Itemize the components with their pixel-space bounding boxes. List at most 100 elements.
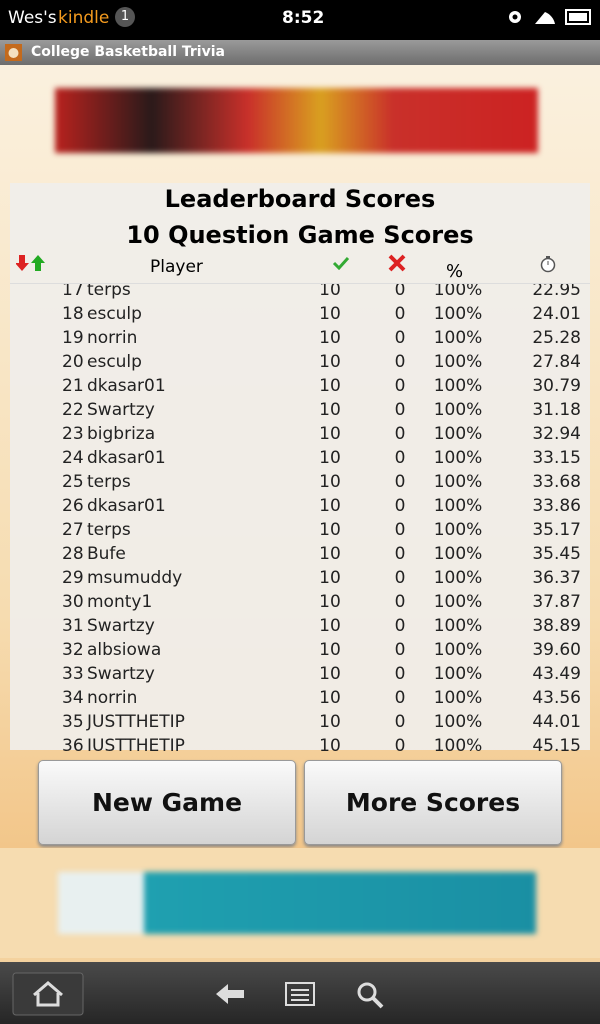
device: kindle xyxy=(58,8,110,28)
correct-count: 10 xyxy=(319,592,341,612)
menu-button[interactable] xyxy=(284,980,316,1008)
wrong-count: 0 xyxy=(394,664,406,684)
leaderboard-subtitle: 10 Question Game Scores xyxy=(126,221,474,249)
wrong-count: 0 xyxy=(394,472,406,492)
percent: 100% xyxy=(433,736,483,751)
ad-banner-bottom[interactable] xyxy=(58,872,536,934)
rank: 25 xyxy=(62,472,84,492)
time: 43.49 xyxy=(532,664,581,684)
score-row: 22 Swartzy 10 0 100% 31.18 xyxy=(10,398,590,422)
player-name: JUSTTHETIP xyxy=(87,736,185,751)
percent: 100% xyxy=(433,616,483,636)
score-list[interactable]: 17 terps 10 0 100% 22.95 18 esculp 10 0 100% 24.01 1… xyxy=(10,283,590,751)
percent: 100% xyxy=(433,568,483,588)
percent: 100% xyxy=(433,520,483,540)
wrong-count: 0 xyxy=(394,688,406,708)
score-row: 19 norrin 10 0 100% 25.28 xyxy=(10,326,590,350)
time: 24.01 xyxy=(532,304,581,324)
sort-icon[interactable] xyxy=(16,253,50,273)
rank: 23 xyxy=(62,424,84,444)
wrong-count: 0 xyxy=(394,448,406,468)
percent: 100% xyxy=(433,424,483,444)
rank: 29 xyxy=(62,568,84,588)
wrong-count: 0 xyxy=(394,712,406,732)
player-name: Bufe xyxy=(87,544,126,564)
correct-count: 10 xyxy=(319,736,341,751)
wrong-count: 0 xyxy=(394,568,406,588)
percent: 100% xyxy=(433,664,483,684)
wrong-count: 0 xyxy=(394,496,406,516)
time: 35.17 xyxy=(532,520,581,540)
leaderboard-title: Leaderboard Scores xyxy=(164,185,436,213)
percent: 100% xyxy=(433,376,483,396)
rank: 28 xyxy=(62,544,84,564)
wrong-count: 0 xyxy=(394,520,406,540)
rank: 30 xyxy=(62,592,84,612)
time: 36.37 xyxy=(532,568,581,588)
correct-count: 10 xyxy=(319,424,341,444)
score-row: 24 dkasar01 10 0 100% 33.15 xyxy=(10,446,590,470)
rank: 19 xyxy=(62,328,84,348)
time: 22.95 xyxy=(532,283,581,300)
clock: 8:52 xyxy=(282,8,325,28)
wrong-count: 0 xyxy=(394,544,406,564)
player-name: norrin xyxy=(87,328,138,348)
correct-count: 10 xyxy=(319,400,341,420)
app-title-bar: College Basketball Trivia xyxy=(0,40,600,65)
percent: 100% xyxy=(433,640,483,660)
wrong-count: 0 xyxy=(394,592,406,612)
percent: 100% xyxy=(433,352,483,372)
correct-count: 10 xyxy=(319,283,341,300)
percent: 100% xyxy=(433,544,483,564)
score-row: 36 JUSTTHETIP 10 0 100% 45.15 xyxy=(10,734,590,751)
status-icons xyxy=(509,9,591,25)
correct-count: 10 xyxy=(319,376,341,396)
notification-badge[interactable]: 1 xyxy=(115,7,135,27)
home-button[interactable] xyxy=(12,972,84,1016)
wrong-count: 0 xyxy=(394,616,406,636)
time: 44.01 xyxy=(532,712,581,732)
rank: 17 xyxy=(62,283,84,300)
percent: 100% xyxy=(433,283,483,300)
time-icon xyxy=(540,256,556,273)
correct-icon xyxy=(332,256,350,270)
correct-count: 10 xyxy=(319,304,341,324)
player-name: dkasar01 xyxy=(87,376,166,396)
player-name: dkasar01 xyxy=(87,448,166,468)
score-row: 29 msumuddy 10 0 100% 36.37 xyxy=(10,566,590,590)
leaderboard-panel: Leaderboard Scores 10 Question Game Scor… xyxy=(10,183,590,751)
back-button[interactable] xyxy=(212,980,248,1008)
score-row: 35 JUSTTHETIP 10 0 100% 44.01 xyxy=(10,710,590,734)
correct-count: 10 xyxy=(319,352,341,372)
score-row: 20 esculp 10 0 100% 27.84 xyxy=(10,350,590,374)
player-name: Swartzy xyxy=(87,400,155,420)
score-row: 23 bigbriza 10 0 100% 32.94 xyxy=(10,422,590,446)
percent: 100% xyxy=(433,496,483,516)
ad-banner[interactable] xyxy=(55,88,538,153)
score-row: 27 terps 10 0 100% 35.17 xyxy=(10,518,590,542)
rank: 26 xyxy=(62,496,84,516)
score-row: 25 terps 10 0 100% 33.68 xyxy=(10,470,590,494)
percent: 100% xyxy=(433,448,483,468)
more-scores-button[interactable]: More Scores xyxy=(304,760,562,845)
app-icon xyxy=(5,44,22,61)
new-game-button[interactable]: New Game xyxy=(38,760,296,845)
time: 33.68 xyxy=(532,472,581,492)
player-name: dkasar01 xyxy=(87,496,166,516)
player-name: albsiowa xyxy=(87,640,162,660)
search-button[interactable] xyxy=(355,980,387,1010)
correct-count: 10 xyxy=(319,664,341,684)
correct-count: 10 xyxy=(319,496,341,516)
nav-bar xyxy=(0,962,600,1024)
correct-count: 10 xyxy=(319,472,341,492)
player-name: Swartzy xyxy=(87,664,155,684)
rank: 33 xyxy=(62,664,84,684)
time: 27.84 xyxy=(532,352,581,372)
percent: 100% xyxy=(433,328,483,348)
time: 31.18 xyxy=(532,400,581,420)
correct-count: 10 xyxy=(319,616,341,636)
time: 37.87 xyxy=(532,592,581,612)
wrong-count: 0 xyxy=(394,640,406,660)
player-name: bigbriza xyxy=(87,424,156,444)
